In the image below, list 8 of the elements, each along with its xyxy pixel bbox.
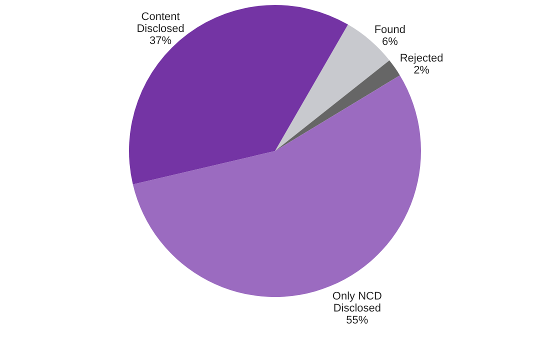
slice-label: Found [374, 24, 406, 36]
data-label: 2% [414, 64, 430, 76]
slice-label: Content Disclosed [136, 11, 184, 36]
slice-label: Only NCD Disclosed [332, 290, 382, 314]
data-label: 37% [150, 35, 172, 48]
data-label: 55% [346, 314, 368, 326]
data-label: 6% [382, 36, 398, 48]
slice-label: Rejected [400, 52, 444, 64]
